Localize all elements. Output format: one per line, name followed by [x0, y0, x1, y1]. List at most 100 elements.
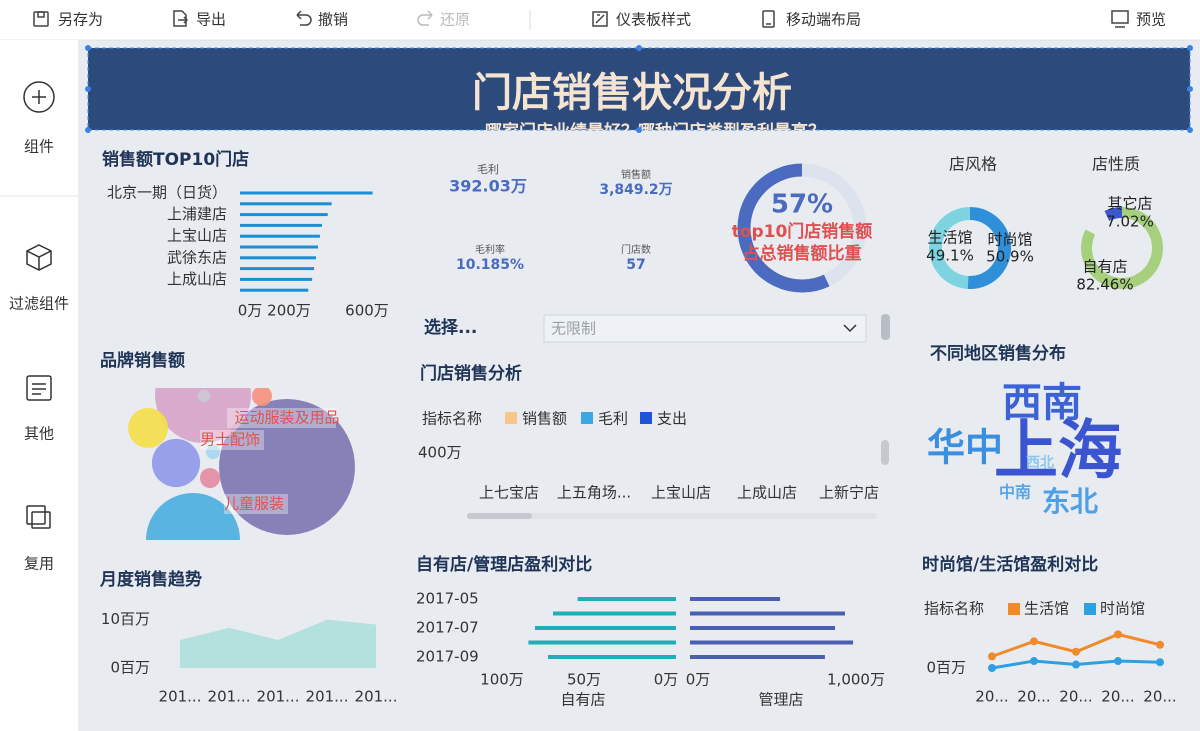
legend-swatch	[1008, 603, 1020, 615]
toolbar-button[interactable]: 还原	[440, 11, 470, 29]
scrollbar[interactable]	[881, 314, 890, 340]
bubble	[200, 468, 220, 488]
line-point	[1072, 660, 1080, 669]
header-banner[interactable]	[87, 47, 1191, 131]
bar	[240, 213, 328, 217]
y-tick-label: 0百万	[110, 659, 150, 677]
sidebar-item[interactable]: 其他	[24, 425, 54, 443]
x-tick-label: 201...	[355, 688, 398, 706]
y-tick-label: 北京一期（日货）	[107, 184, 227, 202]
bubble	[151, 438, 201, 488]
bubble-label: 运动服装及用品	[234, 409, 339, 427]
bar	[240, 202, 332, 206]
bar	[240, 245, 318, 249]
bar	[240, 191, 373, 195]
bar	[240, 288, 309, 292]
label-bg	[200, 430, 264, 450]
slice-label: 自有店	[1082, 258, 1127, 276]
slice-label: 时尚馆	[987, 231, 1032, 249]
gauge-arc	[737, 163, 830, 293]
y-tick-label: 上浦建店	[167, 205, 227, 223]
kpi-value: 392.03万	[449, 177, 527, 196]
bar	[577, 597, 676, 601]
legend-swatch	[1084, 603, 1096, 615]
h-scroll-track	[467, 513, 877, 519]
y-tick-label: 2017-07	[416, 619, 479, 637]
toolbar-button[interactable]: 仪表板样式	[616, 11, 691, 29]
widget-title: 时尚馆/生活馆盈利对比	[922, 554, 1098, 575]
scrollbar[interactable]	[881, 440, 889, 465]
cloud-word: 西北	[1026, 455, 1054, 471]
legend-label: 支出	[657, 410, 687, 428]
header-title: 门店销售状况分析	[472, 70, 792, 116]
cloud-word: 东北	[1042, 485, 1098, 518]
sidebar-icons	[23, 81, 55, 529]
x-tick-label: 1,000万	[827, 671, 885, 689]
x-tick-label: 20...	[1059, 688, 1092, 706]
dropdown-chevron[interactable]	[843, 324, 857, 333]
slice-label: 生活馆	[927, 229, 972, 247]
x-tick-label: 201...	[306, 688, 349, 706]
sidebar-item[interactable]: 组件	[24, 138, 54, 156]
widget-title: 不同地区销售分布	[930, 343, 1066, 364]
bar	[528, 640, 676, 645]
x-tick-label: 上七宝店	[479, 484, 539, 502]
widget-title: 月度销售趋势	[99, 569, 202, 590]
pie-slice	[1104, 207, 1122, 221]
y-tick-label: 2017-09	[416, 648, 479, 666]
x-tick-label: 20...	[975, 688, 1008, 706]
line-point	[1030, 637, 1038, 646]
filter-placeholder[interactable]: 无限制	[551, 320, 596, 338]
bar	[690, 611, 845, 616]
bar	[690, 597, 781, 601]
kpi-label: 销售额	[621, 168, 651, 181]
y-tick-label: 上宝山店	[167, 227, 227, 245]
line-point	[1156, 640, 1164, 649]
toolbar-button[interactable]: 另存为	[58, 11, 103, 29]
legend-swatch	[640, 412, 652, 424]
y-tick-label: 武徐东店	[167, 248, 227, 266]
toolbar-button[interactable]: 预览	[1136, 11, 1166, 29]
bubble-label: 儿童服装	[224, 495, 284, 513]
resize-handles[interactable]	[85, 45, 1193, 133]
gauge-value: 57%	[771, 190, 833, 220]
bar	[534, 626, 676, 630]
sidebar-item[interactable]: 过滤组件	[9, 295, 69, 313]
sidebar-item[interactable]: 复用	[24, 555, 54, 573]
bar	[240, 256, 317, 260]
x-tick-label: 0万	[686, 671, 711, 689]
bar	[240, 223, 322, 227]
header-subtitle: 哪家门店业绩最好？哪种门店类型盈利最高？	[485, 121, 825, 142]
kpi-label: 毛利	[477, 163, 499, 176]
bubble	[219, 399, 355, 535]
y-tick-label: 10百万	[101, 610, 150, 628]
x-tick-label: 上宝山店	[651, 484, 711, 502]
bar	[690, 640, 854, 645]
filter-label: 选择...	[424, 317, 477, 338]
toolbar-button[interactable]: 导出	[196, 11, 226, 29]
cloud-word: 中南	[999, 483, 1031, 502]
toolbar-icons	[33, 10, 1129, 28]
filter-dropdown[interactable]	[543, 314, 867, 343]
slice-value: 82.46%	[1076, 276, 1133, 294]
x-tick-label: 200万	[267, 302, 311, 320]
label-bg	[224, 494, 288, 514]
bar	[553, 611, 676, 616]
toolbar-button[interactable]: 移动端布局	[786, 11, 861, 29]
slice-value: 50.9%	[986, 248, 1034, 266]
bar	[690, 655, 825, 659]
bubble	[205, 444, 221, 460]
kpi-value: 3,849.2万	[599, 182, 672, 198]
legend-label: 生活馆	[1024, 600, 1069, 618]
y-tick-label: 2017-05	[416, 590, 479, 608]
toolbar-button[interactable]: 撤销	[318, 11, 348, 29]
h-scroll-thumb[interactable]	[467, 513, 532, 519]
widget-title: 自有店/管理店盈利对比	[416, 554, 592, 575]
cloud-word: 华中	[927, 426, 1003, 470]
axis-title: 管理店	[758, 691, 803, 709]
x-tick-label: 20...	[1143, 688, 1176, 706]
kpi-value: 10.185%	[456, 257, 524, 273]
bubble	[197, 389, 211, 403]
bubble-label: 男士配饰	[200, 431, 260, 449]
x-tick-label: 0万	[654, 671, 679, 689]
